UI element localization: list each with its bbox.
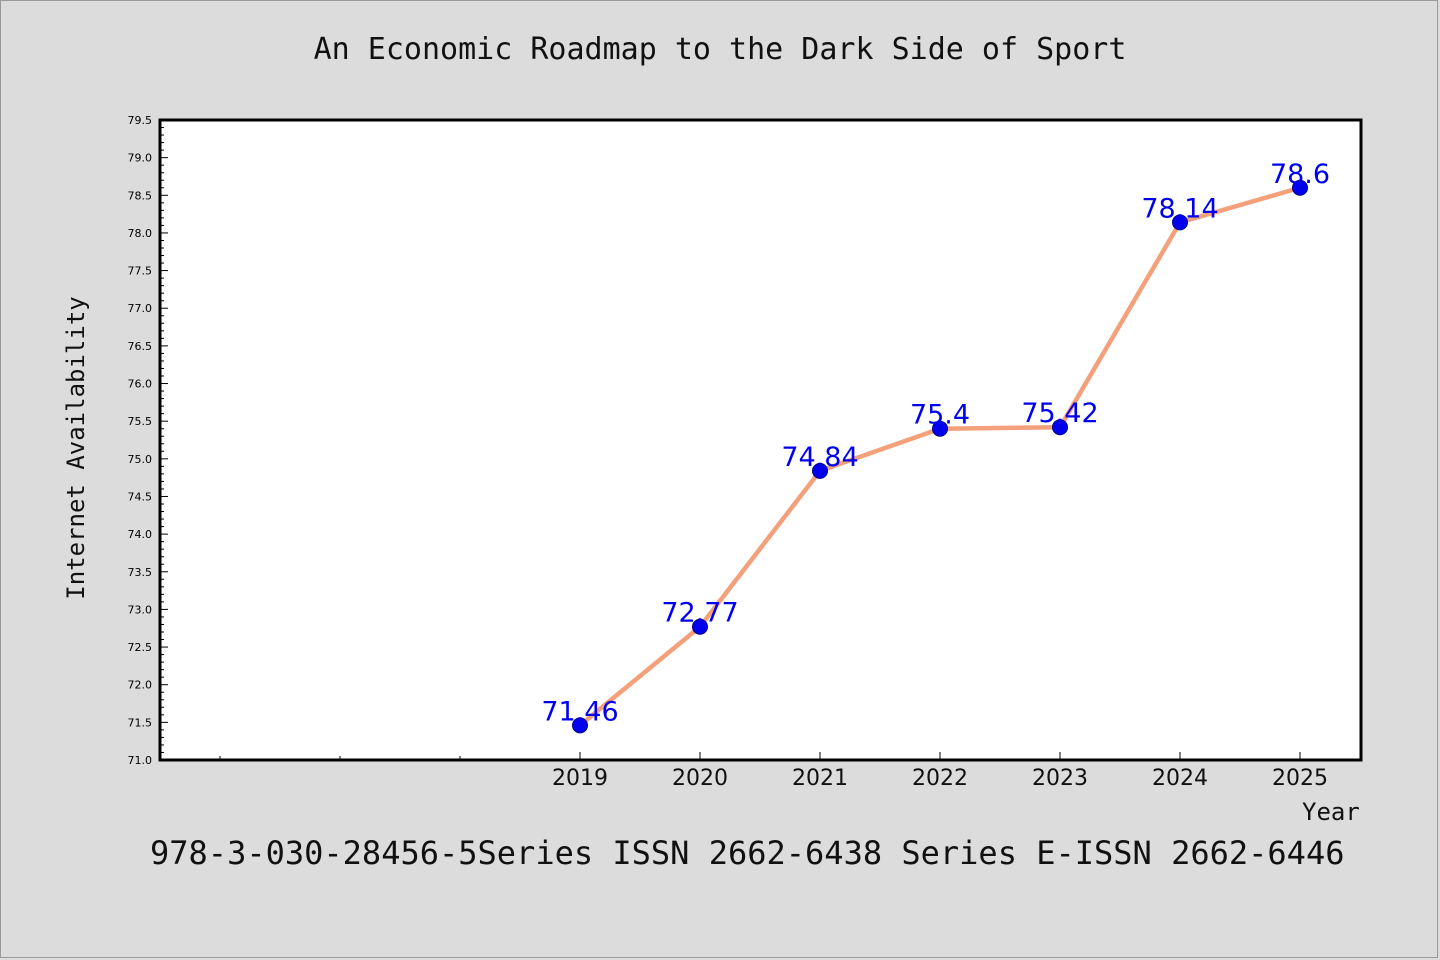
data-point	[812, 462, 828, 479]
data-point	[572, 717, 588, 734]
x-tick-label: 2023	[1032, 766, 1088, 791]
data-label: 72.77	[661, 598, 738, 629]
data-label: 71.46	[541, 696, 618, 727]
y-tick-label: 79.0	[128, 152, 153, 165]
data-label: 78.14	[1141, 193, 1218, 224]
y-tick-label: 71.0	[128, 754, 153, 767]
data-label: 75.4	[910, 400, 970, 431]
y-tick-label: 72.5	[128, 641, 153, 654]
data-label: 74.84	[781, 442, 858, 473]
y-tick-label: 74.0	[128, 528, 153, 541]
data-point	[932, 420, 948, 437]
y-tick-label: 79.5	[128, 114, 153, 127]
data-label: 75.42	[1021, 398, 1098, 429]
y-tick-label: 77.0	[128, 302, 153, 315]
plot-area	[158, 118, 1363, 762]
chart-title: An Economic Roadmap to the Dark Side of …	[313, 32, 1127, 67]
x-tick-label: 2020	[672, 766, 728, 791]
data-point	[1292, 179, 1308, 196]
y-tick-label: 75.0	[128, 453, 153, 466]
y-tick-label: 78.5	[128, 189, 153, 202]
x-tick-label: 2019	[552, 766, 608, 791]
x-tick-label: 2021	[792, 766, 848, 791]
y-tick-label: 76.5	[128, 340, 153, 353]
data-point	[692, 618, 708, 635]
footer-isbn-issn: 978-3-030-28456-5Series ISSN 2662-6438 S…	[150, 834, 1345, 872]
y-tick-label: 74.5	[128, 490, 153, 503]
series-group: 71.46 72.77 74.84 75.4 75.42 78.14 78.6	[541, 159, 1330, 734]
y-tick-label: 73.5	[128, 566, 153, 579]
y-tick-label: 76.0	[128, 378, 153, 391]
y-tick-label: 75.5	[128, 415, 153, 428]
y-tick-label: 78.0	[128, 227, 153, 240]
x-axis-ticks: 2019 2020 2021 2022 2023 2024 2025	[219, 752, 1328, 791]
y-tick-label: 71.5	[128, 716, 153, 729]
x-tick-label: 2024	[1152, 766, 1208, 791]
y-tick-label: 77.5	[128, 265, 153, 278]
x-axis-label: Year	[1302, 798, 1360, 826]
x-tick-label: 2022	[912, 766, 968, 791]
y-tick-label: 72.0	[128, 679, 153, 692]
y-tick-label: 73.0	[128, 603, 153, 616]
data-label: 78.6	[1270, 159, 1330, 190]
y-axis-ticks: 71.0 71.5 72.0 72.5 73.0 73.5 74.0 74.5 75.0 75.5…	[128, 114, 168, 767]
data-point	[1052, 419, 1068, 436]
x-tick-label: 2025	[1272, 766, 1328, 791]
data-point	[1172, 214, 1188, 231]
